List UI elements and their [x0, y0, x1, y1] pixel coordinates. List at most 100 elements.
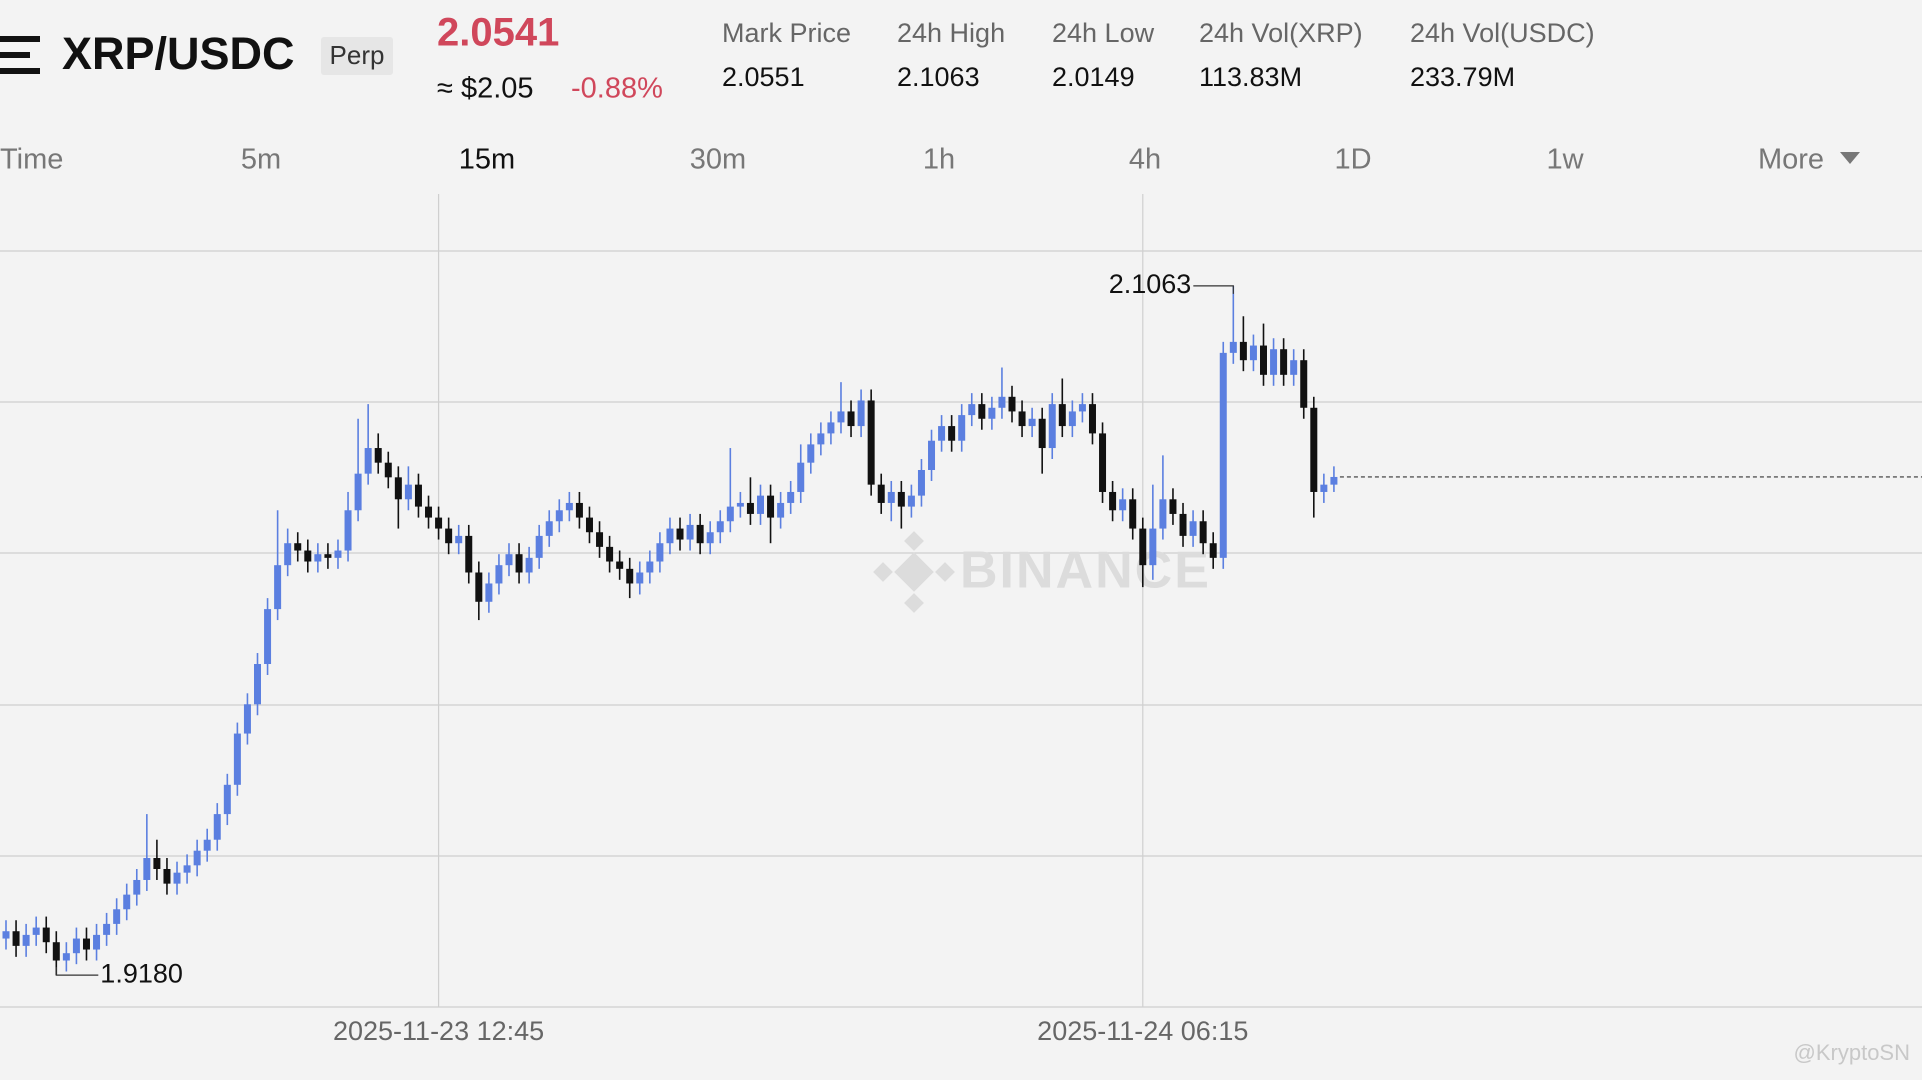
candle-body	[1008, 396, 1016, 412]
candle-body	[1048, 404, 1056, 449]
candle-body	[384, 462, 392, 478]
candle-body	[726, 506, 734, 522]
timeframe-tab[interactable]: Time	[0, 144, 63, 176]
candle-body	[897, 491, 905, 507]
candle-body	[233, 733, 241, 785]
menu-icon[interactable]	[0, 36, 40, 74]
candle-body	[616, 561, 624, 569]
candle-body	[1260, 345, 1267, 375]
candle-body	[807, 444, 815, 463]
candle-body	[445, 528, 453, 544]
candle-body	[193, 850, 201, 866]
candle-body	[52, 942, 60, 961]
x-tick-label: 2025-11-24 06:15	[1037, 1016, 1248, 1046]
candle-body	[746, 502, 754, 514]
candle-body	[133, 879, 141, 895]
timeframe-tab[interactable]: More	[1758, 144, 1824, 176]
candle-body	[344, 510, 352, 551]
candle-body	[686, 524, 694, 540]
candle-body	[1078, 404, 1086, 412]
candle-body	[867, 400, 875, 485]
candle-body	[1330, 476, 1338, 485]
badge-bg	[321, 37, 393, 75]
candle-body	[968, 404, 976, 416]
candle-body	[575, 502, 583, 518]
candle-body	[1018, 411, 1026, 427]
stat-value: 233.79M	[1410, 62, 1515, 92]
candle-body	[706, 532, 714, 544]
candle-body	[334, 550, 342, 558]
candle-body	[877, 484, 885, 503]
candle-body	[545, 521, 553, 536]
candle-body	[62, 953, 70, 961]
candle-body	[1099, 433, 1107, 492]
candle-body	[284, 543, 292, 566]
timeframe-tab[interactable]: 4h	[1129, 144, 1161, 176]
candle-body	[777, 502, 785, 518]
stat-value: 2.1063	[897, 62, 980, 92]
candle-body	[988, 407, 996, 419]
timeframe-tab[interactable]: 1h	[923, 144, 955, 176]
timeframe-tab[interactable]: 5m	[241, 144, 281, 176]
candle-body	[1068, 411, 1076, 427]
candle-body	[585, 517, 593, 533]
candle-body	[72, 938, 80, 954]
candle-body	[294, 543, 302, 551]
menu-bar	[0, 68, 40, 74]
candle-body	[1229, 341, 1237, 353]
annotation-label: 2.1063	[1109, 269, 1192, 299]
candle-body	[525, 557, 533, 573]
timeframe-tab[interactable]: 1D	[1334, 144, 1371, 176]
candle-body	[1159, 499, 1167, 529]
candle-body	[173, 872, 181, 884]
candle-body	[857, 400, 865, 427]
timeframe-tab[interactable]: 15m	[459, 144, 515, 176]
candle-body	[1270, 349, 1278, 375]
candle-body	[1179, 513, 1187, 536]
candle-body	[817, 433, 825, 445]
price-change: -0.88%	[571, 73, 663, 105]
candle-body	[304, 550, 312, 562]
timeframe-tab[interactable]: 30m	[690, 144, 746, 176]
candle-body	[1219, 352, 1227, 558]
candle-body	[93, 934, 101, 950]
candle-body	[1199, 521, 1207, 544]
watermark: @KryptoSN	[1794, 1040, 1910, 1065]
candle-body	[565, 502, 573, 511]
candle-body	[354, 473, 362, 511]
candle-body	[1189, 521, 1197, 536]
candle-body	[596, 532, 604, 547]
last-price: 2.0541	[437, 11, 559, 55]
candle-body	[495, 565, 503, 584]
candle-body	[1320, 484, 1328, 492]
stat-label: Mark Price	[722, 18, 851, 48]
candle-body	[435, 517, 443, 529]
candle-body	[1129, 499, 1137, 529]
candle-body	[757, 495, 764, 514]
candle-body	[455, 535, 463, 544]
candle-body	[928, 440, 936, 471]
candle-body	[32, 927, 40, 935]
annotation-leader	[55, 967, 99, 976]
symbol: XRP/USDC	[62, 28, 295, 79]
candle-body	[1280, 349, 1288, 375]
candle-body	[425, 506, 433, 518]
candle-body	[485, 583, 493, 602]
stat-label: 24h Vol(USDC)	[1410, 18, 1595, 48]
candle-body	[223, 784, 231, 815]
annotation-label: 1.9180	[100, 958, 183, 988]
candle-body	[555, 510, 563, 522]
dropdown-arrow[interactable]	[1840, 152, 1860, 164]
candle-body	[958, 415, 966, 441]
candle-body	[324, 554, 332, 558]
candle-body	[515, 554, 523, 573]
candle-body	[847, 411, 855, 427]
candle-body	[767, 495, 775, 518]
candle-body	[203, 839, 211, 851]
timeframe-tab[interactable]: 1w	[1546, 144, 1584, 176]
candle-body	[113, 909, 121, 924]
x-tick-label: 2025-11-23 12:45	[333, 1016, 544, 1046]
candle-body	[414, 484, 422, 507]
candle-body	[998, 396, 1006, 408]
candle-body	[1038, 418, 1046, 449]
